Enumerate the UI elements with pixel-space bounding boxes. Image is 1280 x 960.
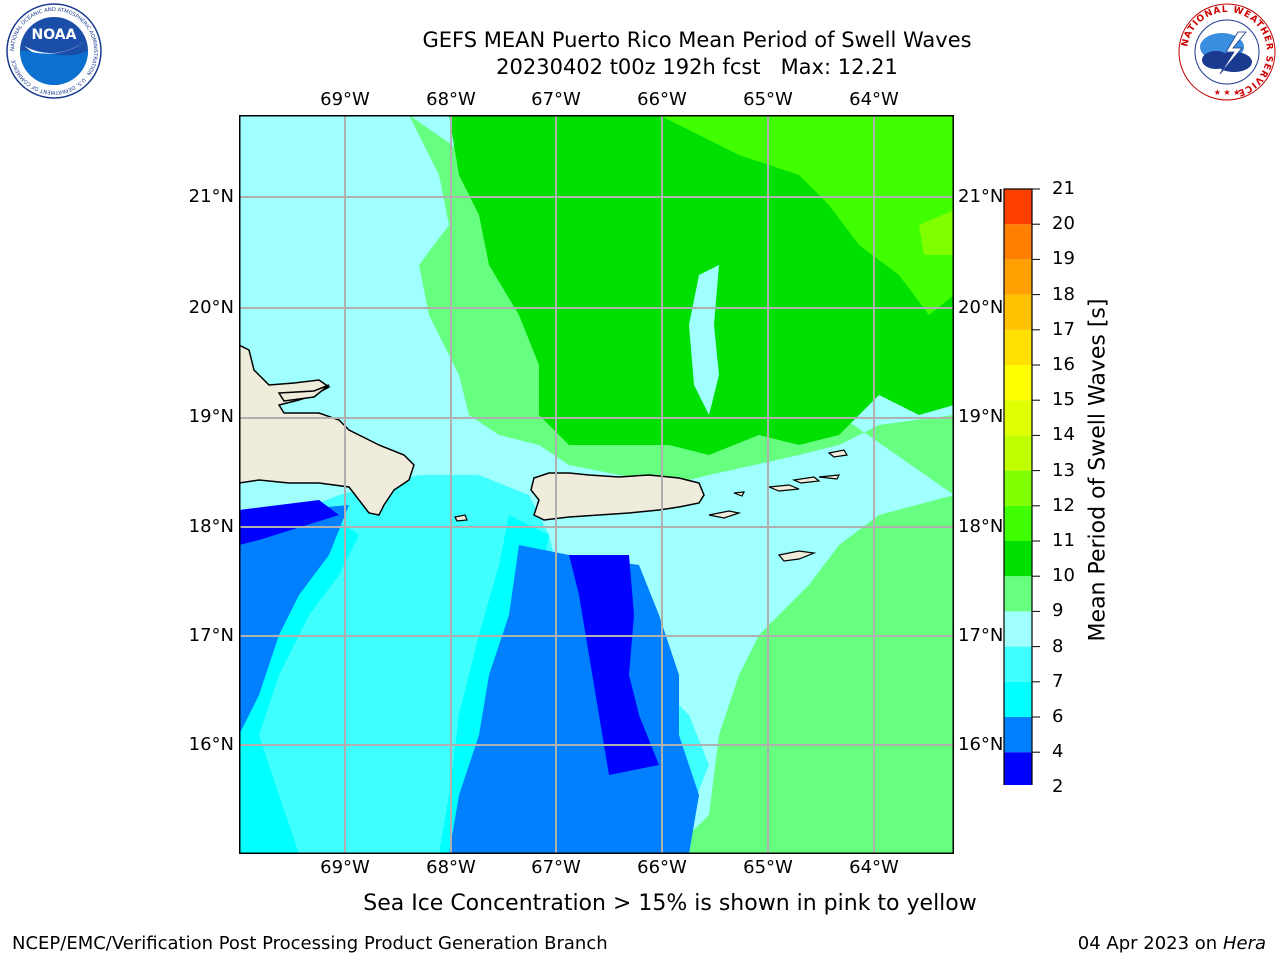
colorbar-tick-label: 13 bbox=[1052, 461, 1075, 481]
footer-date: 04 Apr 2023 on Hera bbox=[1078, 933, 1266, 954]
colorbar-segment bbox=[1004, 189, 1032, 224]
lat-label-right: 16°N bbox=[958, 735, 1003, 755]
lat-label-right: 21°N bbox=[958, 187, 1003, 207]
lat-label-left: 21°N bbox=[189, 187, 234, 207]
colorbar-tick-label: 17 bbox=[1052, 320, 1075, 340]
lat-label-left: 17°N bbox=[189, 626, 234, 646]
colorbar-segment bbox=[1004, 435, 1032, 470]
lon-label-top: 68°W bbox=[426, 90, 476, 110]
lat-label-left: 16°N bbox=[189, 735, 234, 755]
noaa-logo-text: NOAA bbox=[32, 27, 77, 43]
svg-text:★ ★ ★: ★ ★ ★ bbox=[1214, 88, 1241, 97]
colorbar-tick-label: 7 bbox=[1052, 672, 1063, 692]
lon-label-top: 65°W bbox=[743, 90, 793, 110]
colorbar-tick-label: 18 bbox=[1052, 285, 1075, 305]
colorbar-segment bbox=[1004, 506, 1032, 541]
colorbar-segment bbox=[1004, 224, 1032, 259]
lon-label-bottom: 66°W bbox=[637, 858, 687, 878]
colorbar-segment bbox=[1004, 682, 1032, 717]
colorbar-tick-label: 21 bbox=[1052, 179, 1075, 199]
colorbar-segment bbox=[1004, 541, 1032, 576]
colorbar-tick-label: 20 bbox=[1052, 214, 1075, 234]
footer-credit: NCEP/EMC/Verification Post Processing Pr… bbox=[12, 933, 608, 954]
lat-label-left: 19°N bbox=[189, 407, 234, 427]
lat-label-right: 18°N bbox=[958, 517, 1003, 537]
colorbar-segment bbox=[1004, 471, 1032, 506]
colorbar-segment bbox=[1004, 259, 1032, 294]
footer-host: Hera bbox=[1223, 933, 1266, 954]
colorbar-tick-label: 10 bbox=[1052, 566, 1075, 586]
sea-ice-note: Sea Ice Concentration > 15% is shown in … bbox=[240, 891, 1100, 916]
colorbar-tick-label: 9 bbox=[1052, 601, 1063, 621]
lat-label-right: 17°N bbox=[958, 626, 1003, 646]
lat-label-left: 20°N bbox=[189, 298, 234, 318]
lon-label-top: 69°W bbox=[320, 90, 370, 110]
colorbar-tick-label: 6 bbox=[1052, 707, 1063, 727]
lon-label-bottom: 68°W bbox=[426, 858, 476, 878]
footer-date-text: 04 Apr 2023 on bbox=[1078, 933, 1223, 954]
colorbar-segment bbox=[1004, 365, 1032, 400]
lat-label-right: 19°N bbox=[958, 407, 1003, 427]
colorbar-tick-label: 8 bbox=[1052, 637, 1063, 657]
colorbar-segment bbox=[1004, 752, 1032, 785]
colorbar-tick-label: 2 bbox=[1052, 777, 1063, 797]
lon-label-bottom: 64°W bbox=[849, 858, 899, 878]
colorbar-segment bbox=[1004, 330, 1032, 365]
colorbar-label: Mean Period of Swell Waves [s] bbox=[1086, 299, 1111, 642]
colorbar-tick-label: 14 bbox=[1052, 425, 1075, 445]
colorbar bbox=[1000, 185, 1050, 785]
colorbar-segment bbox=[1004, 611, 1032, 646]
colorbar-segment bbox=[1004, 576, 1032, 611]
map-subtitle: 20230402 t00z 192h fcst Max: 12.21 bbox=[240, 54, 1154, 80]
colorbar-tick-label: 11 bbox=[1052, 531, 1075, 551]
lon-label-top: 67°W bbox=[531, 90, 581, 110]
swell-period-map bbox=[239, 115, 954, 854]
colorbar-tick-label: 15 bbox=[1052, 390, 1075, 410]
colorbar-segment bbox=[1004, 295, 1032, 330]
noaa-logo: NATIONAL OCEANIC AND ATMOSPHERIC ADMINIS… bbox=[2, 2, 106, 100]
lon-label-top: 64°W bbox=[849, 90, 899, 110]
lon-label-top: 66°W bbox=[637, 90, 687, 110]
lat-label-left: 18°N bbox=[189, 517, 234, 537]
colorbar-segment bbox=[1004, 400, 1032, 435]
lon-label-bottom: 65°W bbox=[743, 858, 793, 878]
map-title: GEFS MEAN Puerto Rico Mean Period of Swe… bbox=[240, 27, 1154, 53]
colorbar-tick-label: 12 bbox=[1052, 496, 1075, 516]
colorbar-tick-label: 4 bbox=[1052, 742, 1063, 762]
lat-label-right: 20°N bbox=[958, 298, 1003, 318]
nws-logo: NATIONAL WEATHER SERVICE ★ ★ ★ bbox=[1176, 2, 1278, 102]
colorbar-segment bbox=[1004, 647, 1032, 682]
colorbar-tick-label: 16 bbox=[1052, 355, 1075, 375]
colorbar-segment bbox=[1004, 717, 1032, 752]
lon-label-bottom: 69°W bbox=[320, 858, 370, 878]
lon-label-bottom: 67°W bbox=[531, 858, 581, 878]
colorbar-tick-label: 19 bbox=[1052, 249, 1075, 269]
